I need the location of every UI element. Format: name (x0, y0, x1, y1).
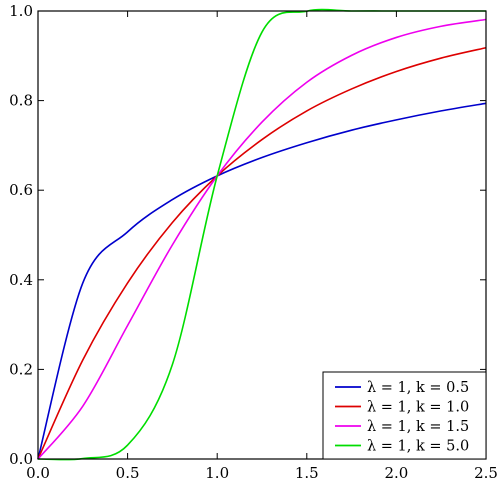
y-tick-label: 0.2 (9, 360, 33, 378)
y-tick-label: 0.0 (9, 450, 33, 468)
legend-label: λ = 1, k = 1.0 (367, 400, 469, 416)
legend: λ = 1, k = 0.5 λ = 1, k = 1.0 λ = 1, k = 1… (322, 371, 487, 460)
x-tick-label: 2.0 (384, 464, 408, 482)
legend-label: λ = 1, k = 1.5 (367, 419, 469, 435)
x-tick-label: 2.5 (474, 464, 498, 482)
legend-label: λ = 1, k = 5.0 (367, 439, 469, 455)
x-tick-label: 1.5 (295, 464, 319, 482)
legend-label: λ = 1, k = 0.5 (367, 380, 469, 396)
y-tick-label: 1.0 (9, 2, 33, 20)
y-tick-label: 0.6 (9, 181, 33, 199)
x-tick-label: 0.0 (26, 464, 50, 482)
x-tick-label: 1.0 (205, 464, 229, 482)
x-tick-label: 0.5 (116, 464, 140, 482)
plot-frame (37, 10, 487, 460)
series-line (37, 18, 487, 460)
y-tick-label: 0.4 (9, 271, 33, 289)
series-line (37, 102, 487, 460)
series-line (37, 46, 487, 460)
ticks-layer: 0.0 0.5 1.0 1.5 2.0 2.5 0.0 0.2 0.4 0.6 0.8 1.0 (9, 2, 498, 482)
y-tick-label: 0.8 (9, 92, 33, 110)
